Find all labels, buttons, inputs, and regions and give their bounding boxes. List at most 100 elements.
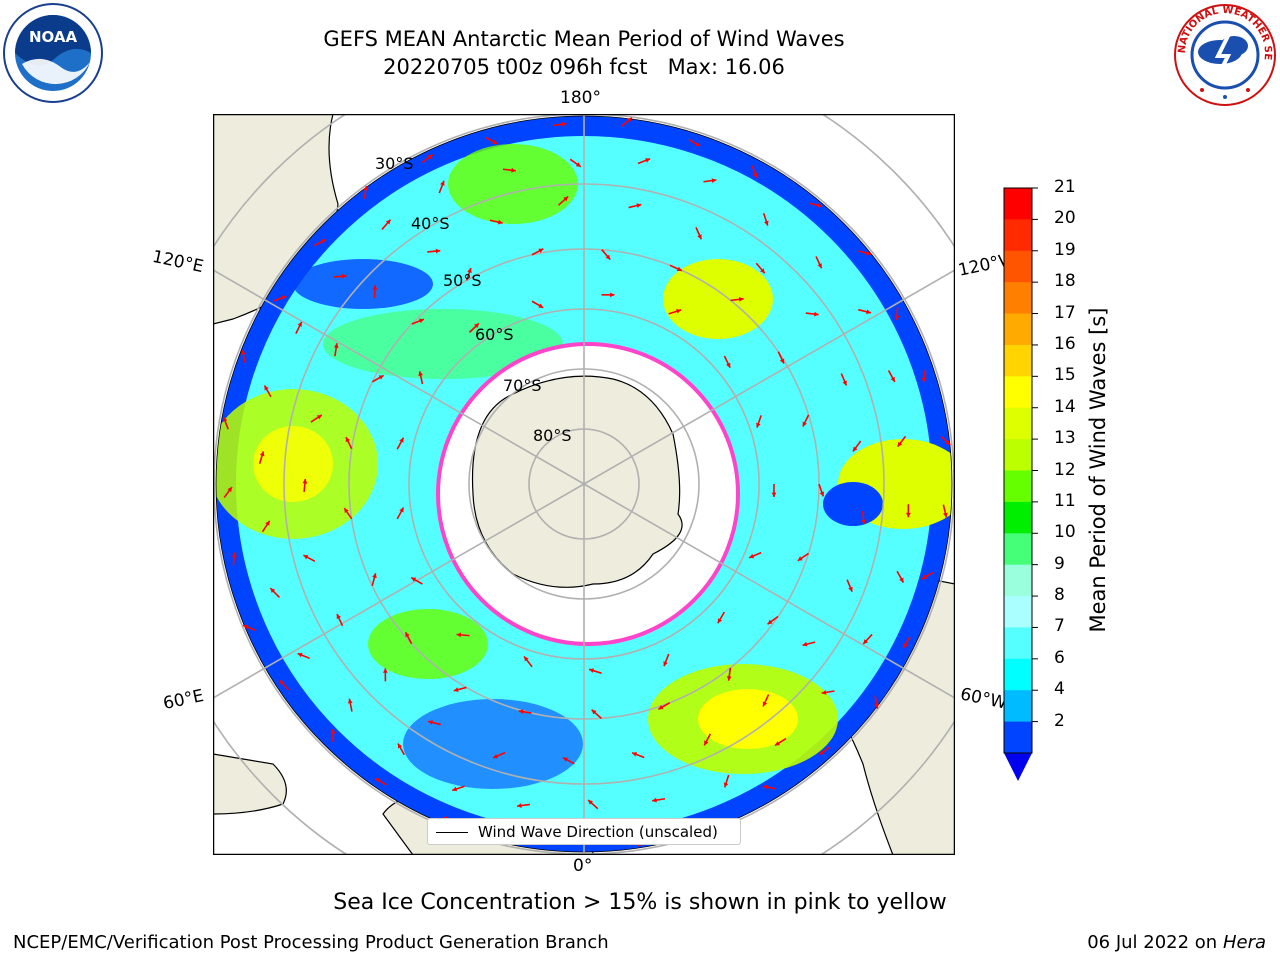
colorbar-tick-label: 11 xyxy=(1054,490,1076,511)
legend-line-icon xyxy=(436,832,468,833)
colorbar-segment xyxy=(1004,282,1032,315)
wave-direction-arrowhead xyxy=(921,377,927,383)
wave-direction-arrowhead xyxy=(297,321,302,327)
colorbar-segment xyxy=(1004,721,1032,754)
wave-direction-arrowhead xyxy=(411,577,417,582)
wave-direction-arrowhead xyxy=(303,555,309,560)
wave-direction-arrowhead xyxy=(899,577,904,583)
wave-direction-arrowhead xyxy=(330,729,336,734)
wave-direction-arrowhead xyxy=(819,750,825,755)
colorbar-tick-label: 6 xyxy=(1054,647,1065,668)
colorbar-tick-label: 20 xyxy=(1054,208,1076,229)
wave-direction-arrowhead xyxy=(341,273,347,279)
wave-direction-arrowhead xyxy=(562,757,568,762)
wave-direction-arrowhead xyxy=(372,285,378,290)
wave-direction-arrowhead xyxy=(452,786,458,792)
chart-subtitle: 20220705 t00z 096h fcst Max: 16.06 xyxy=(383,55,785,79)
wave-direction-arrowhead xyxy=(497,219,503,225)
wave-direction-arrowhead xyxy=(921,574,927,580)
wave-direction-arrowhead xyxy=(405,632,410,638)
wave-direction-arrowhead xyxy=(779,358,785,364)
wave-direction-arrowhead xyxy=(399,507,404,513)
wave-direction-arrowhead xyxy=(605,254,611,260)
legend-label: Wind Wave Direction (unscaled) xyxy=(478,823,718,841)
lon-label-60e: 60°E xyxy=(161,685,206,715)
lat-label-50s: 50°S xyxy=(443,271,482,290)
wave-direction-arrowhead xyxy=(645,158,651,163)
wave-direction-arrowhead xyxy=(382,668,388,673)
wave-direction-arrowhead xyxy=(652,797,657,803)
wave-direction-arrowhead xyxy=(676,266,682,272)
wave-direction-arrowhead xyxy=(333,343,339,348)
colorbar-tick-label: 13 xyxy=(1054,428,1076,449)
wave-direction-arrowhead xyxy=(347,698,353,704)
wave-direction-arrowhead xyxy=(711,178,717,183)
wave-direction-arrowhead xyxy=(399,437,404,443)
colorbar-segment xyxy=(1004,627,1032,660)
wave-direction-arrowhead xyxy=(591,709,597,715)
colorbar xyxy=(1003,187,1038,781)
wave-direction-arrowhead xyxy=(897,441,903,447)
wave-direction-arrowhead xyxy=(243,624,249,630)
colorbar-segment xyxy=(1004,533,1032,566)
wave-direction-arrowhead xyxy=(563,196,569,202)
wave-direction-arrowhead xyxy=(752,172,758,178)
wave-direction-arrowhead xyxy=(511,167,516,173)
colorbar-segment xyxy=(1004,250,1032,283)
producer-credit: NCEP/EMC/Verification Post Processing Pr… xyxy=(13,932,609,953)
wave-direction-arrowhead xyxy=(695,141,701,147)
colorbar-tick-label: 19 xyxy=(1054,239,1076,260)
wave-direction-arrowhead xyxy=(518,709,524,715)
wave-direction-arrowhead xyxy=(762,784,768,790)
wave-direction-arrowhead xyxy=(658,705,664,710)
colorbar-segment xyxy=(1004,376,1032,409)
lat-label-30s: 30°S xyxy=(375,154,414,173)
wave-direction-arrowhead xyxy=(663,661,668,667)
lon-label-120e: 120°E xyxy=(150,246,206,278)
wave-direction-arrowhead xyxy=(474,323,479,329)
wave-direction-arrowhead xyxy=(524,656,529,662)
wave-direction-arrowhead xyxy=(418,318,424,324)
wave-direction-arrowhead xyxy=(861,519,866,525)
wave-direction-arrowhead xyxy=(704,740,709,746)
colorbar-tick-label: 16 xyxy=(1054,333,1076,354)
wave-direction-arrowhead xyxy=(767,619,773,625)
generation-date-text: 06 Jul 2022 on xyxy=(1087,932,1223,953)
lat-label-40s: 40°S xyxy=(411,214,450,233)
wave-direction-arrowhead xyxy=(756,422,761,428)
wave-direction-arrowhead xyxy=(852,446,858,452)
colorbar-segment xyxy=(1004,658,1032,691)
wave-direction-arrowhead xyxy=(428,720,433,725)
wave-direction-arrowhead xyxy=(676,308,682,314)
generation-date: 06 Jul 2022 on Hera xyxy=(1087,932,1266,953)
map-legend: Wind Wave Direction (unscaled) xyxy=(427,818,741,845)
colorbar-segment xyxy=(1004,344,1032,377)
wave-direction-arrowhead xyxy=(279,680,285,686)
colorbar-segment xyxy=(1004,596,1032,628)
wave-direction-arrowhead xyxy=(636,203,642,208)
chart-title: GEFS MEAN Antarctic Mean Period of Wind … xyxy=(323,27,845,51)
wave-direction-arrowhead xyxy=(723,782,729,788)
colorbar-tick-label: 7 xyxy=(1054,616,1065,637)
colorbar-tick-label: 21 xyxy=(1054,177,1076,197)
wave-direction-arrowhead xyxy=(697,234,702,240)
lat-label-60s: 60°S xyxy=(475,325,514,344)
wave-direction-arrowhead xyxy=(344,508,349,514)
wave-direction-arrowhead xyxy=(440,180,445,186)
wave-direction-arrowhead xyxy=(749,553,755,559)
wave-direction-arrowhead xyxy=(726,676,732,681)
wave-direction-arrowhead xyxy=(378,375,384,380)
wave-direction-arrowhead xyxy=(320,239,326,244)
colorbar-tick-label: 17 xyxy=(1054,302,1076,323)
wave-direction-arrowhead xyxy=(493,753,499,759)
wave-direction-arrowhead xyxy=(866,250,872,256)
wind-wave-direction-arrows xyxy=(222,117,952,847)
wave-direction-arrowhead xyxy=(738,296,744,302)
wave-direction-arrowhead xyxy=(302,478,308,484)
colorbar-segment xyxy=(1004,690,1032,723)
nws-logo-icon: NATIONAL WEATHER SERVICE xyxy=(1172,2,1276,106)
wave-direction-arrowhead xyxy=(385,219,391,225)
wave-direction-arrowhead xyxy=(231,552,237,558)
wave-direction-arrowhead xyxy=(589,668,595,673)
wave-direction-arrowhead xyxy=(375,778,381,783)
